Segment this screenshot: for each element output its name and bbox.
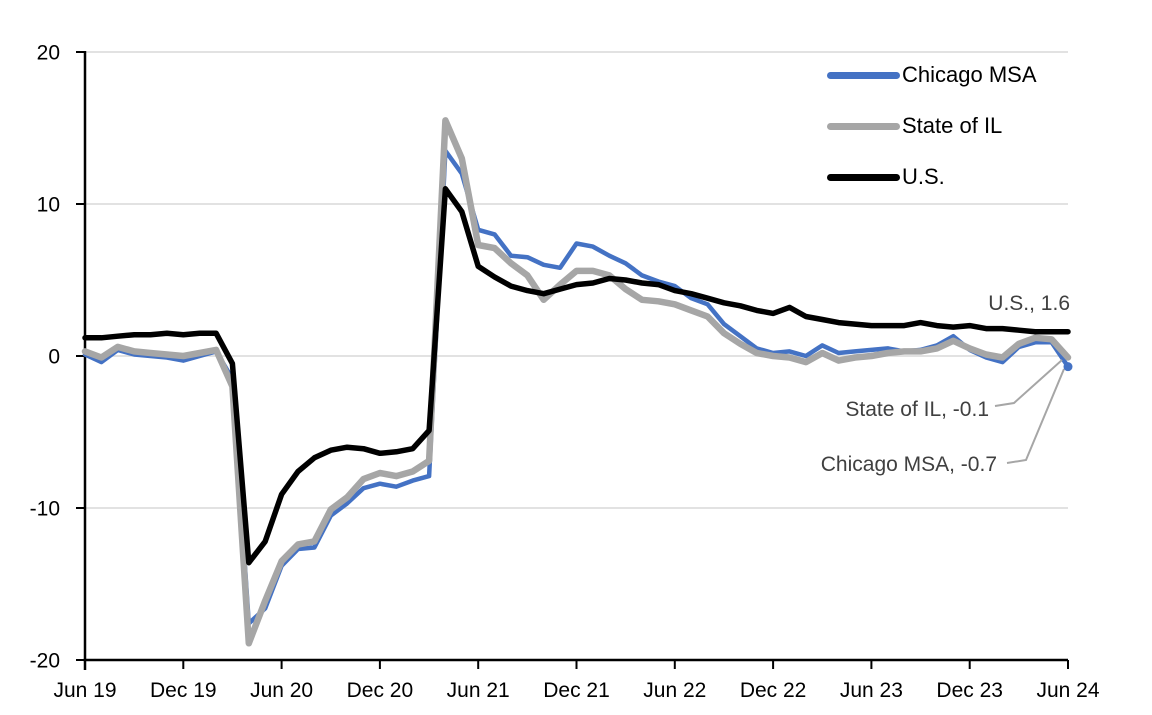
legend-item-state-of-il: State of IL bbox=[827, 109, 1037, 143]
y-tick-label: -10 bbox=[30, 498, 60, 521]
y-tick-label: 0 bbox=[48, 346, 60, 369]
x-tick-label: Jun 23 bbox=[840, 679, 903, 702]
x-tick-label: Jun 22 bbox=[643, 679, 706, 702]
endpoint-dot-chicago-msa bbox=[1063, 362, 1073, 372]
legend-swatch-state-of-il bbox=[827, 122, 900, 130]
x-tick-label: Jun 21 bbox=[447, 679, 510, 702]
series-line-u-s bbox=[82, 186, 1071, 566]
y-tick-label: 10 bbox=[37, 194, 60, 217]
x-tick-label: Dec 20 bbox=[347, 679, 414, 702]
x-tick-label: Dec 21 bbox=[543, 679, 610, 702]
legend-label-us: U.S. bbox=[902, 164, 945, 189]
x-tick-label: Dec 19 bbox=[150, 679, 217, 702]
x-tick-label: Dec 23 bbox=[936, 679, 1003, 702]
y-tick-label: -20 bbox=[30, 650, 60, 673]
x-tick-label: Jun 24 bbox=[1036, 679, 1099, 702]
legend-swatch-us bbox=[827, 173, 900, 181]
legend-swatch-chicago-msa bbox=[827, 71, 900, 79]
x-tick-label: Dec 22 bbox=[740, 679, 807, 702]
legend-label-chicago-msa: Chicago MSA bbox=[902, 62, 1037, 87]
series-line-state-of-il bbox=[81, 117, 1072, 647]
chart-legend: Chicago MSA State of IL U.S. bbox=[827, 58, 1037, 194]
annotation-chicago-end-value: Chicago MSA, -0.7 bbox=[820, 453, 997, 476]
legend-label-state-of-il: State of IL bbox=[902, 113, 1003, 138]
x-tick-label: Jun 19 bbox=[53, 679, 116, 702]
legend-item-chicago-msa: Chicago MSA bbox=[827, 58, 1037, 92]
x-tick-label: Jun 20 bbox=[250, 679, 313, 702]
leader-line-state-of-il bbox=[994, 359, 1063, 407]
annotation-il-end-value: State of IL, -0.1 bbox=[845, 398, 989, 421]
annotation-us-end-value: U.S., 1.6 bbox=[988, 292, 1070, 315]
leader-line-chicago-msa bbox=[1006, 368, 1065, 464]
legend-item-us: U.S. bbox=[827, 160, 1037, 194]
y-tick-label: 20 bbox=[37, 42, 60, 65]
